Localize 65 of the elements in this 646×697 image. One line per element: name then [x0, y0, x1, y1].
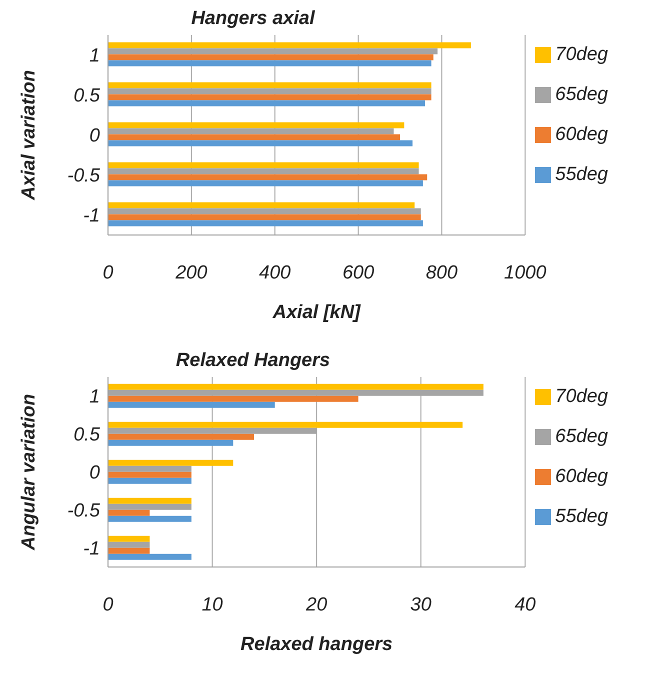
y-axis-title: Angular variation — [18, 394, 40, 552]
legend-label: 60deg — [555, 466, 608, 487]
bar — [108, 180, 423, 186]
bar — [108, 402, 275, 408]
x-axis-title: Relaxed hangers — [240, 634, 393, 655]
legend-label: 70deg — [555, 386, 608, 407]
x-tick-label: 0 — [102, 594, 114, 616]
x-tick-label: 200 — [174, 262, 208, 284]
bar — [108, 440, 234, 446]
y-tick-label: 0.5 — [74, 86, 100, 107]
y-axis-title: Axial variation — [18, 70, 40, 201]
bar — [108, 396, 358, 402]
y-tick-label: 0 — [89, 462, 100, 484]
bar — [108, 134, 400, 140]
bar — [108, 422, 463, 428]
bar — [108, 174, 428, 180]
y-tick-label: -1 — [83, 206, 100, 227]
legend-label: 70deg — [555, 44, 608, 65]
bar — [108, 162, 419, 168]
bar — [108, 122, 404, 128]
legend-label: 65deg — [555, 426, 608, 447]
bar — [108, 54, 434, 60]
bar — [108, 460, 234, 466]
bar — [108, 498, 192, 504]
x-tick-label: 20 — [305, 594, 328, 616]
bar — [108, 384, 484, 390]
y-tick-label: 0 — [89, 126, 100, 147]
x-tick-label: 10 — [202, 594, 224, 616]
x-axis-title: Axial [kN] — [272, 302, 362, 323]
x-tick-label: 600 — [342, 262, 375, 284]
y-tick-label: 0.5 — [74, 424, 100, 446]
bar — [108, 434, 254, 440]
bar — [108, 548, 150, 554]
bar — [108, 554, 192, 560]
y-tick-label: -0.5 — [67, 166, 100, 187]
legend-label: 60deg — [555, 124, 608, 145]
legend-label: 55deg — [555, 506, 608, 527]
bar — [108, 510, 150, 516]
x-tick-label: 0 — [102, 262, 114, 284]
x-tick-label: 30 — [410, 594, 432, 616]
legend-label: 65deg — [555, 84, 608, 105]
bar — [108, 202, 415, 208]
bar — [108, 82, 432, 88]
bar — [108, 472, 192, 478]
y-tick-label: 1 — [89, 386, 100, 408]
x-tick-label: 400 — [259, 262, 292, 284]
bar — [108, 536, 150, 542]
x-tick-label: 40 — [514, 594, 536, 616]
chart-title: Hangers axial — [190, 8, 316, 30]
y-tick-label: 1 — [89, 46, 100, 67]
bar — [108, 100, 426, 106]
bar — [108, 478, 192, 484]
bar — [108, 214, 421, 220]
bar — [108, 94, 432, 100]
legend-label: 55deg — [555, 164, 608, 185]
x-tick-label: 800 — [426, 262, 458, 284]
bar — [108, 516, 192, 522]
chart-title: Relaxed Hangers — [174, 350, 332, 372]
y-tick-label: -1 — [83, 538, 100, 560]
bar — [108, 60, 432, 66]
bar — [108, 140, 413, 146]
x-tick-label: 1000 — [504, 262, 547, 284]
bar — [108, 42, 471, 48]
bar — [108, 220, 423, 226]
y-tick-label: -0.5 — [67, 500, 100, 522]
